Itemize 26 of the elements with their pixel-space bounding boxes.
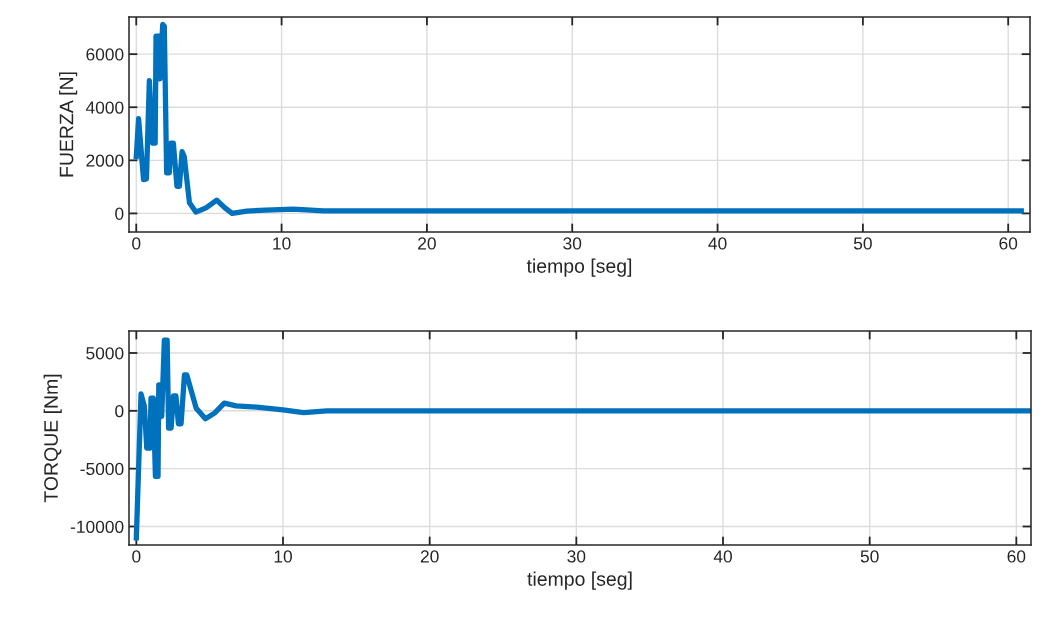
y-tick-label: 0 <box>115 404 124 418</box>
x-tick-label: 0 <box>132 550 141 563</box>
x-tick-label: 60 <box>1007 550 1026 563</box>
x-tick-label: 20 <box>420 550 439 563</box>
x-tick-label: 40 <box>713 550 732 563</box>
x-axis-title: tiempo [seg] <box>526 258 632 277</box>
y-axis-title: TORQUE [Nm] <box>43 374 62 503</box>
x-tick-label: 10 <box>273 237 291 250</box>
y-tick-label: 4000 <box>85 101 124 114</box>
x-tick-label: 30 <box>567 550 586 563</box>
x-tick-label: 30 <box>563 237 582 250</box>
x-tick-label: 0 <box>132 237 141 250</box>
x-tick-label: 10 <box>274 550 292 563</box>
x-tick-label: 60 <box>999 237 1018 250</box>
y-tick-label: -10000 <box>70 520 124 533</box>
x-tick-label: 20 <box>418 237 436 250</box>
y-tick-label: 5000 <box>86 347 124 360</box>
x-tick-label: 50 <box>860 550 879 563</box>
y-tick-label: 6000 <box>86 48 124 61</box>
x-axis-title: tiempo [seg] <box>527 571 632 590</box>
y-tick-label: -5000 <box>80 462 124 476</box>
y-tick-label: 2000 <box>86 154 124 167</box>
y-axis-title: FUERZA [N] <box>59 72 78 177</box>
x-tick-label: 40 <box>708 237 727 250</box>
y-tick-label: 0 <box>115 207 124 220</box>
x-tick-label: 50 <box>853 237 872 250</box>
